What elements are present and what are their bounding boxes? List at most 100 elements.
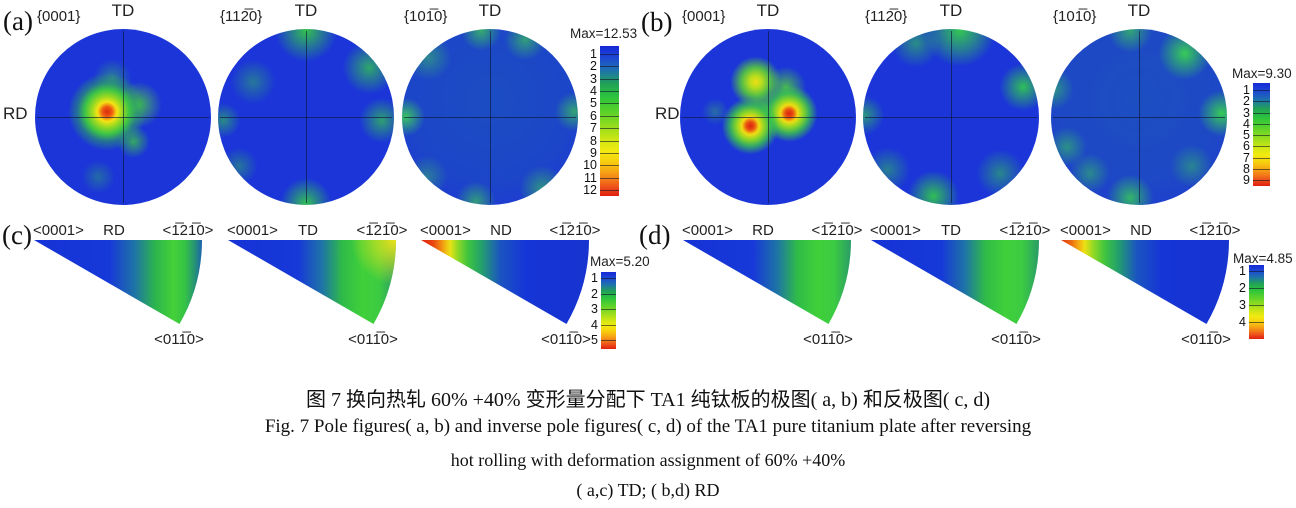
scale-tick-line <box>600 140 619 142</box>
scale-tick-label: 6 <box>590 108 597 123</box>
axis-label-td: TD <box>756 1 780 20</box>
colorbar: 1 2 3 4 5 6 7 8 9 10 11 12 <box>583 46 619 197</box>
scale-tick-line <box>1249 288 1264 289</box>
inverse-pole-figure-d2: <0001> TD <1̅21̅0> <011̅0> <box>870 218 1090 366</box>
caption-english-line1: Fig. 7 Pole figures( a, b) and inverse p… <box>264 416 1032 437</box>
pole-figure-a1: {0001} TD <box>35 0 211 212</box>
direction-label: ND <box>490 222 512 239</box>
direction-label: ND <box>1130 222 1152 239</box>
ipf-wedge-plot <box>421 240 589 324</box>
scale-tick-line <box>601 293 616 295</box>
inverse-pole-figure-d1: <0001> RD <1̅21̅0> <011̅0> <box>682 218 902 366</box>
ipf-wedge-plot <box>228 240 396 324</box>
scale-tick-label: 6 <box>1243 139 1250 154</box>
pole-figure-plot <box>680 29 856 205</box>
pole-figure-plot <box>402 29 578 205</box>
plane-label: {112̅0} <box>865 8 908 25</box>
scale-tick-line <box>601 324 616 326</box>
scale-tick-line <box>600 91 619 93</box>
pole-figure-b3: {101̅0} TD <box>1051 0 1227 212</box>
corner-label-1210: <1̅21̅0> <box>549 222 601 239</box>
corner-label-0001: <0001> <box>33 222 84 239</box>
scale-tick-line <box>1253 157 1270 159</box>
color-scale-d: Max=4.85 1 2 3 4 <box>1231 251 1296 356</box>
plane-label: {0001} <box>37 8 81 25</box>
pole-figure-plot <box>218 29 394 205</box>
corner-label-1210: <1̅21̅0> <box>811 222 863 239</box>
inverse-pole-figure-c1: <0001> RD <1̅21̅0> <011̅0> <box>33 218 253 366</box>
scale-tick-label: 5 <box>590 96 597 111</box>
pole-figure-plot <box>35 29 211 205</box>
scale-tick-label: 2 <box>591 286 598 301</box>
scale-tick-label: 1 <box>591 271 598 285</box>
scale-tick-label: 8 <box>590 133 597 148</box>
panel-label-b: (b) <box>641 7 673 37</box>
panel-label-a: (a) <box>3 6 33 36</box>
axis-label-rd-a: RD <box>3 104 28 123</box>
scale-tick-label: 1 <box>1243 83 1250 97</box>
inverse-pole-figure-d3: <0001> ND <1̅21̅0> <011̅0> <box>1060 218 1280 366</box>
scale-tick-line <box>1253 101 1270 103</box>
scale-tick-line <box>600 189 619 191</box>
scale-max-label: Max=4.85 <box>1233 251 1293 266</box>
panel-label-d: (d) <box>639 220 671 250</box>
scale-max-label: Max=12.53 <box>570 26 638 41</box>
scale-tick-label: 2 <box>590 59 597 74</box>
plane-label: {112̅0} <box>220 8 263 25</box>
caption-subcaption: ( a,c) TD; ( b,d) RD <box>576 480 720 500</box>
scale-tick-label: 1 <box>1239 264 1246 278</box>
scale-tick-label: 12 <box>583 182 597 197</box>
scale-tick-line <box>601 278 616 279</box>
ipf-wedge-plot <box>683 240 851 324</box>
scale-tick-label: 4 <box>591 317 598 332</box>
scale-tick-label: 9 <box>590 145 597 160</box>
pole-figure-plot <box>1051 29 1227 205</box>
pole-figure-b1: {0001} TD <box>680 0 856 212</box>
scale-tick-line <box>600 165 619 167</box>
scale-tick-line <box>1253 112 1270 114</box>
scale-tick-line <box>601 309 616 310</box>
axis-label-td: TD <box>294 1 318 20</box>
corner-label-0110: <011̅0> <box>1181 331 1231 348</box>
corner-label-0001: <0001> <box>682 222 733 239</box>
pole-figure-plot <box>863 29 1039 205</box>
panel-label-c: (c) <box>2 220 32 250</box>
scale-tick-line <box>1253 168 1270 170</box>
corner-label-0001: <0001> <box>227 222 278 239</box>
plane-label: {0001} <box>682 8 726 25</box>
corner-label-0001: <0001> <box>870 222 921 239</box>
direction-label: TD <box>298 222 318 239</box>
corner-label-0110: <011̅0> <box>991 331 1041 348</box>
corner-label-0110: <011̅0> <box>154 331 204 348</box>
scale-tick-line <box>600 66 619 68</box>
scale-tick-label: 3 <box>1243 105 1250 120</box>
scale-tick-line <box>1249 305 1264 306</box>
corner-label-1210: <1̅21̅0> <box>162 222 214 239</box>
corner-label-1210: <1̅21̅0> <box>999 222 1051 239</box>
corner-label-0001: <0001> <box>1060 222 1111 239</box>
scale-tick-line <box>1253 135 1270 136</box>
inverse-pole-figure-c2: <0001> TD <1̅21̅0> <011̅0> <box>227 218 447 366</box>
axis-label-rd-b: RD <box>655 104 680 123</box>
colorbar-ticks: 1 2 3 4 5 6 7 8 9 10 11 12 <box>583 47 619 197</box>
scale-tick-line <box>601 340 616 341</box>
scale-tick-label: 7 <box>1243 150 1250 165</box>
scale-tick-label: 5 <box>1243 128 1250 142</box>
scale-tick-label: 4 <box>590 84 597 99</box>
scale-tick-label: 8 <box>1243 161 1250 176</box>
pole-figure-a2: {112̅0} TD <box>218 0 394 212</box>
scale-tick-line <box>600 115 619 117</box>
axis-label-td: TD <box>478 1 502 20</box>
plane-label: {101̅0} <box>404 8 448 25</box>
scale-tick-line <box>600 103 619 105</box>
ipf-wedge-plot <box>34 240 202 324</box>
scale-tick-label: 11 <box>584 170 597 185</box>
scale-tick-line <box>1253 146 1270 148</box>
direction-label: TD <box>941 222 961 239</box>
scale-tick-label: 5 <box>591 333 598 347</box>
corner-label-0110: <011̅0> <box>541 331 591 348</box>
inverse-pole-figure-c3: <0001> ND <1̅21̅0> <011̅0> <box>420 218 640 366</box>
